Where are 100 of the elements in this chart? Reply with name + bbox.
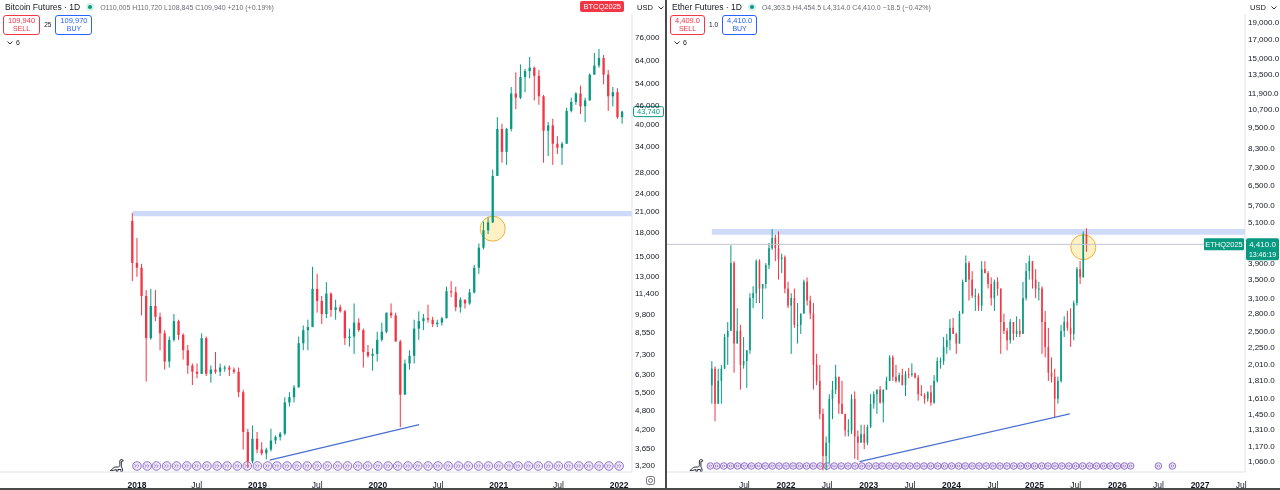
candlestick <box>593 52 596 76</box>
x-tick-label: Jul <box>738 480 750 490</box>
candlestick <box>1079 260 1081 285</box>
candlestick <box>711 360 713 405</box>
candlestick <box>911 362 913 378</box>
candlestick <box>547 121 550 157</box>
y-tick-label: 8,300.0 <box>1248 143 1276 153</box>
y-tick-label: 13,500.0 <box>1248 69 1280 79</box>
candlestick <box>898 372 900 384</box>
x-tick-label: Jul <box>191 480 203 490</box>
candlestick <box>186 344 189 375</box>
candlestick <box>482 221 485 250</box>
y-tick-label: 3,500.0 <box>1248 275 1276 285</box>
x-tick-label: Jul <box>432 480 444 490</box>
candlestick <box>237 367 240 398</box>
candlestick <box>717 368 719 405</box>
x-tick-label: 2019 <box>247 480 268 490</box>
x-tick-label: Jul <box>821 480 833 490</box>
candlestick <box>426 304 430 324</box>
candlestick <box>269 428 273 452</box>
y-tick-label: 1,170.0 <box>1248 442 1276 452</box>
y-tick-label: 76,000 <box>635 32 661 42</box>
x-tick-label: Jul <box>1235 480 1247 490</box>
y-tick-label: 7,300 <box>635 349 656 359</box>
candlestick <box>726 321 729 366</box>
x-tick-label: Jul <box>311 480 323 490</box>
candlestick <box>876 389 878 415</box>
y-tick-label: 11,900.0 <box>1248 88 1280 98</box>
candlestick <box>191 363 194 386</box>
y-tick-label: 24,000 <box>635 188 661 198</box>
x-tick-label: 2026 <box>1107 480 1128 490</box>
y-tick-label: 8,550 <box>635 328 656 338</box>
candlestick <box>1053 368 1056 418</box>
candlestick <box>892 354 894 382</box>
x-tick-label: 2021 <box>489 480 509 490</box>
y-tick-label: 6,500.0 <box>1248 181 1276 191</box>
y-tick-label: 15,000 <box>635 252 661 262</box>
candlestick <box>251 425 254 464</box>
candlestick <box>154 289 157 322</box>
candlestick <box>597 48 601 69</box>
x-tick-label: Jul <box>904 480 916 490</box>
candlestick <box>505 127 508 166</box>
y-tick-label: 3,200 <box>635 461 656 471</box>
chart-title: Ether Futures · 1D <box>672 2 742 12</box>
y-tick-label: 1,060.0 <box>1248 457 1276 467</box>
y-tick-label: 18,000 <box>635 227 661 237</box>
y-tick-label: 9,500.0 <box>1248 123 1276 133</box>
y-tick-label: 19,000.0 <box>1248 17 1280 27</box>
y-tick-label: 13,000 <box>635 271 661 281</box>
x-tick-label: 2027 <box>1190 480 1210 490</box>
candlestick <box>177 319 180 341</box>
y-tick-label: 1,810.0 <box>1248 375 1276 385</box>
y-tick-label: 4,200 <box>635 424 656 434</box>
x-tick-label: 2022 <box>776 480 796 490</box>
y-tick-label: 34,000 <box>635 141 661 151</box>
y-tick-label: 6,300 <box>635 369 656 379</box>
y-tick-label: 64,000 <box>635 55 661 65</box>
candlestick <box>408 349 411 371</box>
y-tick-label: 3,900.0 <box>1248 258 1276 268</box>
candlestick <box>965 254 967 283</box>
x-tick-label: 2025 <box>1025 480 1045 490</box>
candlestick <box>879 385 881 405</box>
candlestick <box>841 380 843 415</box>
candlestick <box>1041 285 1043 355</box>
candlestick <box>917 374 919 402</box>
y-tick-label: 2,250.0 <box>1248 342 1276 352</box>
y-tick-label: 10,700.0 <box>1248 105 1280 115</box>
y-tick-label: 5,700.0 <box>1248 201 1276 211</box>
candlestick <box>863 424 866 450</box>
candlestick <box>551 118 554 166</box>
candlestick <box>860 424 862 444</box>
candlestick <box>214 351 217 375</box>
candlestick <box>519 63 522 100</box>
y-tick-label: 5,500 <box>635 388 656 398</box>
y-tick-label: 17,000.0 <box>1248 34 1280 44</box>
candlestick <box>583 97 587 123</box>
x-tick-label: 2024 <box>942 480 962 490</box>
y-tick-label: 2,500.0 <box>1248 326 1276 336</box>
candlestick <box>334 299 337 321</box>
candlestick <box>952 317 954 335</box>
y-tick-label: 5,100.0 <box>1248 218 1276 228</box>
y-tick-label: 1,310.0 <box>1248 425 1276 435</box>
candlestick <box>730 244 732 332</box>
y-tick-label: 40,000 <box>635 119 661 129</box>
x-tick-label: 2023 <box>859 480 879 490</box>
y-tick-label: 3,650 <box>635 443 656 453</box>
y-tick-label: 11,400 <box>635 289 660 299</box>
candlestick <box>135 237 139 278</box>
x-tick-label: Jul <box>1152 480 1164 490</box>
candlestick <box>882 389 885 423</box>
y-tick-label: 54,000 <box>635 78 661 88</box>
candlestick <box>949 318 951 351</box>
ref-line-label: 4,410.0 <box>1249 240 1277 250</box>
candlestick <box>1018 318 1021 338</box>
candlestick <box>968 260 970 302</box>
candlestick <box>714 365 716 422</box>
y-tick-label: 1,450.0 <box>1248 409 1276 419</box>
x-tick-label: 2020 <box>368 480 388 490</box>
y-tick-label: 2,800.0 <box>1248 309 1276 319</box>
candlestick <box>930 384 932 407</box>
